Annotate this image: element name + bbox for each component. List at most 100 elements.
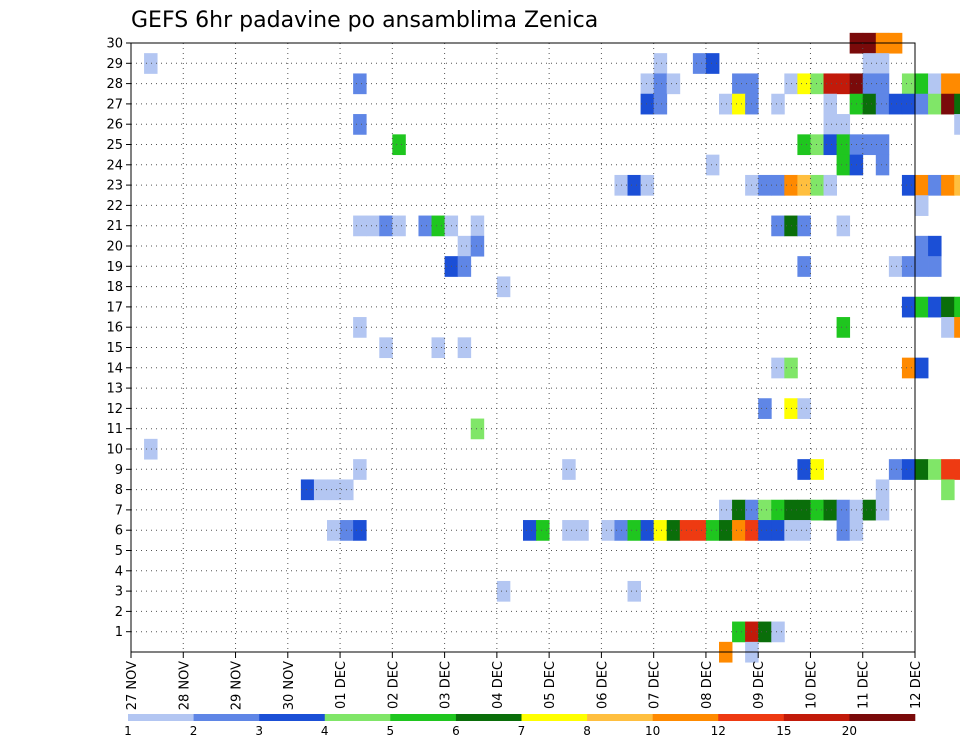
heatmap-cell <box>836 114 851 135</box>
heatmap-cell <box>928 174 942 196</box>
y-tick-label: 18 <box>106 280 123 295</box>
heatmap-cell <box>732 621 746 643</box>
heatmap-cell <box>797 520 811 541</box>
heatmap-cell <box>653 53 668 74</box>
heatmap-cell <box>862 53 877 74</box>
heatmap-cell <box>457 337 472 359</box>
heatmap-cell <box>875 154 890 176</box>
y-tick-label: 4 <box>115 564 123 579</box>
x-tick-label: 27 NOV <box>125 661 140 710</box>
y-tick-label: 7 <box>115 503 123 518</box>
colorbar-label: 1 <box>124 724 132 738</box>
heatmap-cell <box>928 73 942 95</box>
heatmap-cell <box>928 296 942 318</box>
heatmap-cell <box>144 438 158 460</box>
heatmap-cell <box>928 235 942 257</box>
heatmap-cell <box>810 73 824 95</box>
heatmap-cell <box>327 520 341 541</box>
colorbar-swatch <box>587 714 653 721</box>
colorbar-label: 15 <box>776 724 791 738</box>
heatmap-cell <box>797 174 811 196</box>
y-tick-label: 23 <box>106 179 123 194</box>
heatmap-cell <box>901 174 916 196</box>
x-tick-label: 07 DEC <box>648 661 663 709</box>
heatmap-cell <box>901 256 916 277</box>
heatmap-cell <box>353 520 367 541</box>
heatmap-cell <box>810 499 824 521</box>
heatmap-cell <box>392 134 406 156</box>
x-axis: 27 NOV 28 NOV 29 NOV 30 NOV 01 DEC 02 DEC 03 D… <box>125 652 924 710</box>
y-tick-label: 15 <box>106 341 123 356</box>
x-tick-label: 01 DEC <box>334 661 349 709</box>
heatmap-cell <box>771 215 785 237</box>
heatmap-cell <box>954 73 960 95</box>
heatmap-cell <box>653 73 668 95</box>
x-tick-label: 08 DEC <box>700 661 715 709</box>
heatmap-cell <box>928 256 942 277</box>
heatmap-cell <box>836 499 851 521</box>
heatmap-cell <box>640 73 655 95</box>
heatmap-cell <box>954 174 960 196</box>
heatmap-cell <box>915 235 929 257</box>
y-tick-label: 11 <box>106 422 123 437</box>
heatmap-cell <box>836 154 851 176</box>
y-tick-label: 6 <box>115 524 123 539</box>
heatmap-cell <box>915 93 929 115</box>
heatmap-cell <box>915 256 929 277</box>
x-tick-label: 09 DEC <box>752 661 767 709</box>
heatmap-cell <box>941 174 955 196</box>
heatmap-cell <box>823 93 837 115</box>
heatmap-cell <box>954 114 960 135</box>
heatmap-cell <box>928 459 942 480</box>
heatmap-cell <box>862 499 877 521</box>
heatmap-cell <box>470 215 485 237</box>
colorbar-label: 2 <box>190 724 198 738</box>
y-tick-label: 21 <box>106 219 123 234</box>
heatmap-cell <box>627 174 641 196</box>
x-tick-label: 28 NOV <box>177 661 192 710</box>
heatmap-cell <box>457 256 472 277</box>
heatmap-cell <box>732 73 746 95</box>
y-tick-label: 16 <box>106 321 123 336</box>
colorbar-swatch <box>521 714 588 721</box>
y-tick-label: 24 <box>106 158 123 173</box>
heatmap-cell <box>758 398 772 419</box>
heatmap-cell <box>431 337 445 359</box>
heatmap-cell <box>888 93 903 115</box>
heatmap-cell <box>941 459 955 480</box>
heatmap-cell <box>692 53 707 74</box>
heatmap-cell <box>653 93 668 115</box>
y-tick-label: 25 <box>106 138 123 153</box>
heatmap-cell <box>862 134 877 156</box>
y-tick-label: 13 <box>106 382 123 397</box>
x-tick-label: 29 NOV <box>230 661 245 710</box>
heatmap-cell <box>353 73 367 95</box>
heatmap-cell <box>758 499 772 521</box>
heatmap-cell <box>771 357 785 379</box>
heatmap-cell <box>928 93 942 115</box>
heatmap-cell <box>470 235 485 257</box>
y-tick-label: 8 <box>115 483 123 498</box>
heatmap-cell <box>771 93 785 115</box>
y-tick-label: 20 <box>106 240 123 255</box>
y-tick-label: 14 <box>106 361 123 376</box>
x-tick-label: 10 DEC <box>804 661 819 709</box>
heatmap-cell <box>758 520 772 541</box>
colorbar-swatch <box>128 714 194 721</box>
heatmap-cell <box>666 520 681 541</box>
heatmap-cell <box>797 459 811 480</box>
heatmap-cell <box>836 520 851 541</box>
heatmap-cell <box>418 215 432 237</box>
colorbar-swatch <box>718 714 785 721</box>
colorbar-swatch <box>783 714 850 721</box>
heatmap-cell <box>797 73 811 95</box>
heatmap-cell <box>941 73 955 95</box>
heatmap-cell <box>901 357 916 379</box>
heatmap-cell <box>823 73 837 95</box>
y-tick-label: 27 <box>106 97 123 112</box>
heatmap-cell <box>901 93 916 115</box>
heatmap-cell <box>915 174 929 196</box>
y-tick-label: 10 <box>106 443 123 458</box>
heatmap-cell <box>758 621 772 643</box>
